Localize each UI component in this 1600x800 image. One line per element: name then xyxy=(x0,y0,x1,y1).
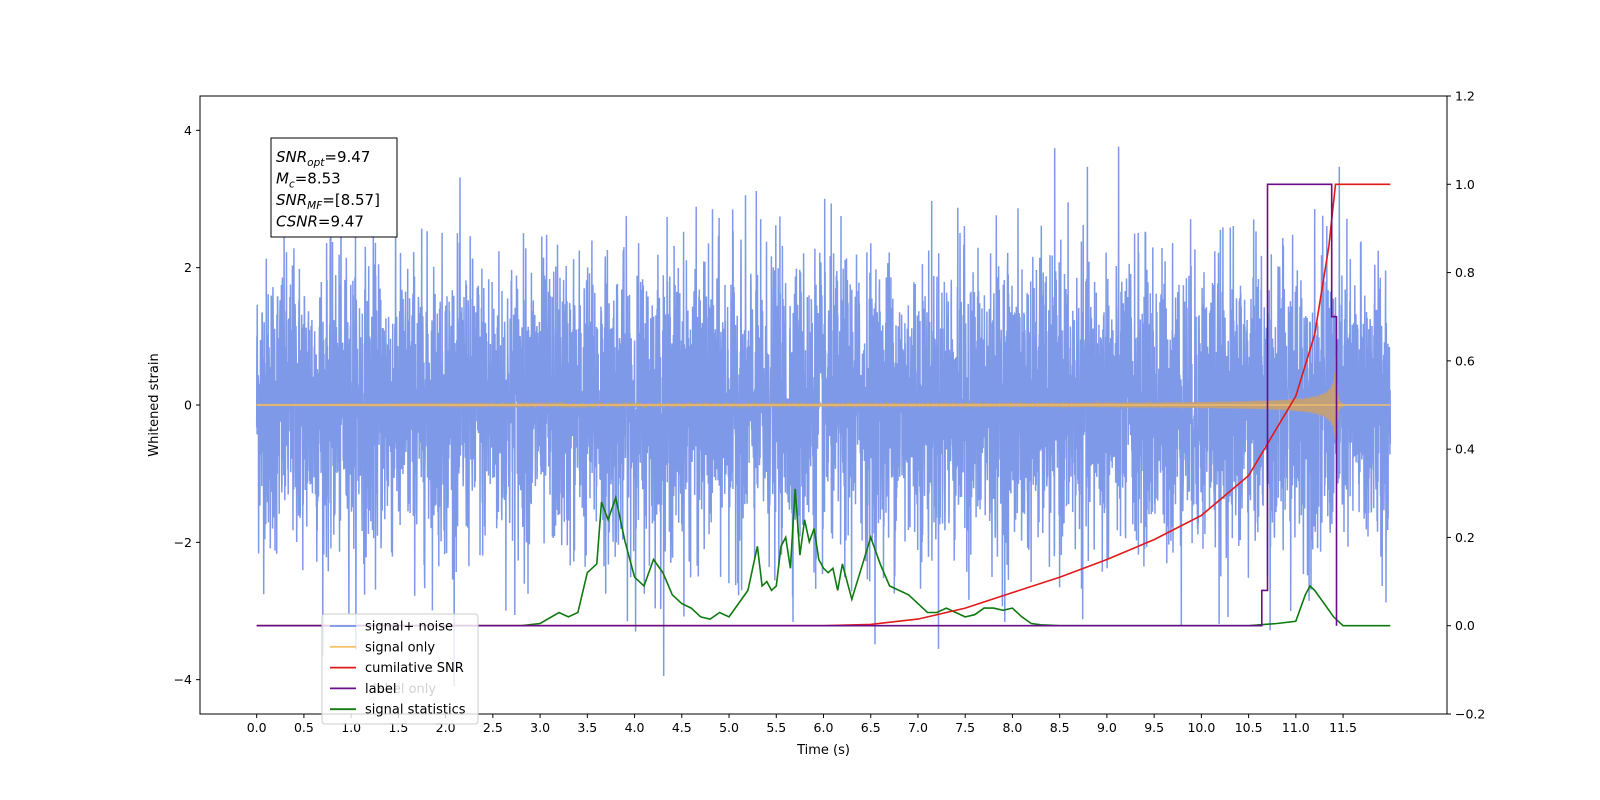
x-tick-label: 9.0 xyxy=(1097,720,1117,735)
signal-statistics-line xyxy=(256,488,1391,627)
x-tick-label: 11.5 xyxy=(1329,720,1357,735)
y2-tick-label: 1.0 xyxy=(1455,177,1475,192)
y-tick-label: 4 xyxy=(184,123,192,138)
x-tick-label: 3.0 xyxy=(530,720,550,735)
legend-label: signal+ noise xyxy=(365,620,453,635)
x-tick-label: 0.0 xyxy=(247,720,267,735)
y2-axis-ticks: −0.2 0.0 0.2 0.4 0.6 0.8 1.0 1.2 xyxy=(1447,89,1485,722)
cumulative-snr-line xyxy=(256,183,1391,627)
y2-tick-label: 0.6 xyxy=(1455,353,1475,368)
y-tick-label: 2 xyxy=(184,260,192,275)
y2-tick-label: 0.2 xyxy=(1455,530,1475,545)
y-tick-label: −4 xyxy=(174,672,192,687)
x-tick-label: 9.5 xyxy=(1144,720,1164,735)
legend-label: cumilative SNR xyxy=(365,661,464,676)
legend: label only signal+ noise signal only cumila… xyxy=(321,613,479,725)
y-axis-label: Whitened strain xyxy=(147,353,162,456)
annotation-line2: Mc=8.53 xyxy=(276,170,341,191)
right-axis-series xyxy=(256,183,1391,627)
x-tick-label: 5.0 xyxy=(719,720,739,735)
x-tick-label: 2.5 xyxy=(483,720,503,735)
y-tick-label: −2 xyxy=(174,535,192,550)
legend-hidden-label: label only xyxy=(373,682,436,697)
legend-label: signal only xyxy=(365,640,435,655)
x-tick-label: 0.5 xyxy=(294,720,314,735)
legend-label: label xyxy=(365,682,396,697)
legend-label: signal statistics xyxy=(365,703,466,718)
x-tick-label: 4.0 xyxy=(625,720,645,735)
x-tick-label: 5.5 xyxy=(766,720,786,735)
y2-tick-label: 0.4 xyxy=(1455,442,1475,457)
x-tick-label: 10.5 xyxy=(1235,720,1263,735)
x-tick-label: 6.0 xyxy=(814,720,834,735)
y2-tick-label: 1.2 xyxy=(1455,89,1475,104)
y-tick-label: 0 xyxy=(184,398,192,413)
x-tick-label: 10.0 xyxy=(1187,720,1215,735)
signal-noise-line xyxy=(255,146,1392,687)
signal-noise-series xyxy=(255,146,1392,687)
x-tick-label: 8.5 xyxy=(1050,720,1070,735)
y-axis-ticks: −4 −2 0 2 4 xyxy=(174,123,200,687)
annotation-line1: SNRopt=9.47 xyxy=(276,148,370,169)
annotation-frame xyxy=(270,137,398,238)
x-tick-label: 8.0 xyxy=(1002,720,1022,735)
label-line xyxy=(256,183,1338,627)
annotation-line4: CSNR=9.47 xyxy=(276,213,364,231)
x-tick-label: 6.5 xyxy=(861,720,881,735)
x-tick-label: 7.0 xyxy=(908,720,928,735)
y2-tick-label: 0.0 xyxy=(1455,618,1475,633)
signal-only-series xyxy=(256,357,1391,440)
x-tick-label: 4.5 xyxy=(672,720,692,735)
x-tick-label: 11.0 xyxy=(1282,720,1310,735)
x-tick-label: 7.5 xyxy=(955,720,975,735)
x-axis-label: Time (s) xyxy=(796,743,850,758)
legend-frame xyxy=(321,613,479,725)
annotation-line3: SNRMF=[8.57] xyxy=(276,191,380,212)
y2-tick-label: −0.2 xyxy=(1455,707,1485,722)
y2-tick-label: 0.8 xyxy=(1455,265,1475,280)
x-tick-label: 3.5 xyxy=(577,720,597,735)
